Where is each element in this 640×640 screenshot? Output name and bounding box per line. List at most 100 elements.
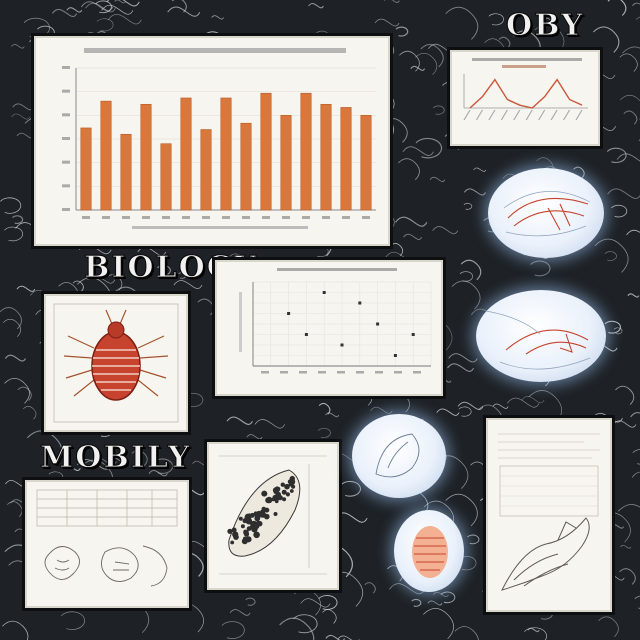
line-chart-x-tick-label	[475, 109, 483, 121]
bar-chart-y-tick-label	[62, 66, 70, 69]
line-chart-x-tick-label	[563, 109, 571, 121]
scatter-x-tick-label	[318, 371, 326, 374]
bar-chart-x-tick-label	[302, 216, 310, 219]
doodle-stroke	[607, 0, 627, 16]
doodle-stroke	[374, 18, 400, 27]
bar	[140, 103, 152, 211]
doodle-stroke	[95, 0, 112, 14]
scatter-x-tick-label	[413, 371, 421, 374]
cell-dot	[243, 529, 248, 534]
doodle-stroke	[211, 15, 224, 20]
doodle-stroke	[594, 238, 629, 273]
line-chart-subheading-scribble	[502, 65, 546, 68]
cell-dot	[280, 482, 285, 487]
doodle-stroke	[106, 274, 123, 291]
cell-dot	[281, 489, 287, 495]
doodle-stroke	[619, 568, 636, 585]
leaf-specimen-icon	[503, 191, 591, 237]
cell-dot	[241, 538, 248, 545]
doodle-stroke	[415, 137, 443, 159]
doodle-stroke	[318, 427, 331, 438]
doodle-stroke	[463, 202, 473, 210]
doodle-stroke	[631, 471, 640, 478]
doodle-stroke	[534, 23, 565, 54]
bar	[320, 103, 332, 211]
doodle-stroke	[460, 259, 482, 281]
doodle-stroke	[448, 353, 478, 363]
cell-dot	[253, 531, 260, 539]
doodle-stroke	[279, 617, 315, 640]
doodle-stroke	[454, 626, 479, 640]
cell-dot	[244, 517, 250, 523]
doodle-stroke	[78, 244, 112, 255]
doodle-stroke	[51, 8, 78, 17]
doodle-stroke	[173, 280, 203, 289]
bar	[200, 129, 212, 211]
doodle-stroke	[293, 614, 318, 634]
scatter-x-tick-label	[261, 371, 269, 374]
doodle-stroke	[246, 434, 263, 440]
doodle-stroke	[85, 2, 116, 13]
doodle-stroke	[445, 6, 479, 40]
doodle-stroke	[415, 52, 438, 75]
doodle-stroke	[617, 504, 640, 512]
doodle-stroke	[153, 458, 174, 474]
doodle-stroke	[613, 420, 637, 428]
doodle-stroke	[66, 7, 83, 13]
scatter-point	[322, 291, 326, 294]
doodle-stroke	[613, 327, 623, 335]
line-series	[469, 78, 583, 109]
bar-chart-y-tick-label	[62, 184, 70, 188]
doodle-stroke	[72, 280, 84, 292]
doodle-stroke	[610, 524, 624, 529]
doodle-stroke	[459, 271, 473, 282]
doodle-stroke	[627, 293, 640, 298]
doodle-stroke	[60, 611, 86, 630]
doodle-stroke	[178, 272, 187, 279]
doodle-stroke	[383, 0, 400, 3]
scatter-heading-scribble	[277, 268, 397, 271]
sketch-card-table	[25, 480, 189, 608]
doodle-stroke	[634, 595, 640, 609]
bar	[100, 100, 112, 211]
doodle-stroke	[313, 245, 329, 258]
cell-dot	[238, 516, 243, 521]
doodle-stroke	[432, 105, 445, 115]
doodle-stroke	[616, 153, 640, 162]
doodle-stroke	[370, 406, 393, 414]
doodle-stroke	[429, 176, 446, 182]
bar	[80, 127, 92, 211]
doodle-stroke	[619, 53, 638, 72]
doodle-stroke	[137, 246, 167, 256]
scatter-y-label-scribble	[239, 292, 242, 352]
cell-dot	[264, 513, 270, 520]
oval-specimen-small	[352, 414, 446, 498]
doodle-stroke	[4, 226, 23, 242]
bar-chart-x-tick-label	[322, 216, 330, 219]
doodle-stroke	[385, 251, 417, 262]
oval-specimen-top	[488, 168, 604, 258]
doodle-stroke	[4, 377, 30, 404]
doodle-stroke	[16, 285, 36, 292]
doodle-stroke	[157, 265, 171, 276]
scatter-point	[358, 301, 362, 305]
doodle-stroke	[110, 457, 125, 462]
doodle-stroke	[107, 13, 142, 25]
doodle-stroke	[0, 307, 23, 330]
doodle-stroke	[395, 216, 428, 227]
doodle-stroke	[96, 18, 114, 32]
doodle-stroke	[445, 493, 478, 527]
line-chart-x-tick-label	[513, 109, 521, 121]
doodle-stroke	[322, 609, 337, 624]
cell-dot	[274, 496, 280, 501]
doodle-stroke	[470, 461, 488, 479]
doodle-stroke	[623, 110, 638, 125]
doodle-stroke	[615, 385, 635, 405]
scatter-chart	[239, 268, 432, 374]
doodle-stroke	[620, 544, 632, 549]
doodle-stroke	[318, 402, 331, 415]
doodle-stroke	[593, 26, 620, 53]
cell-dot	[261, 490, 268, 497]
bar-chart-x-tick-label	[242, 216, 250, 219]
cell-dot	[285, 492, 290, 497]
